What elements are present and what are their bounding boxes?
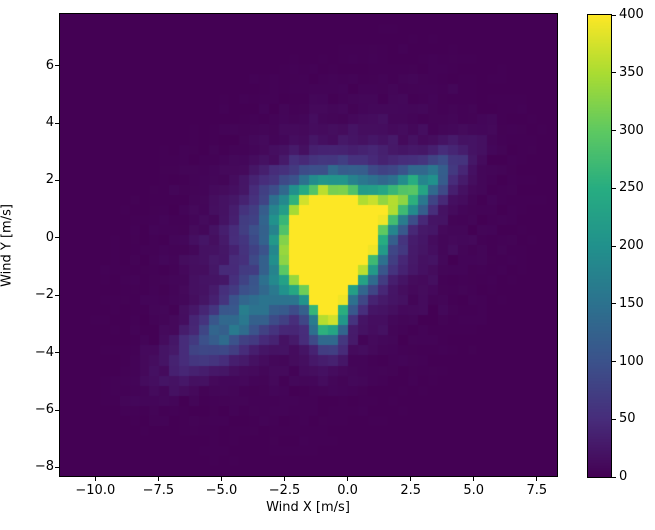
colorbar-tick-label: 350 <box>619 64 644 80</box>
colorbar-tick-mark <box>612 14 616 16</box>
y-tick-label: −4 <box>34 344 54 360</box>
y-tick-mark <box>55 237 59 239</box>
x-tick-label: 5.0 <box>463 483 485 498</box>
x-tick-mark <box>284 477 286 481</box>
y-tick-label: 4 <box>45 115 54 131</box>
colorbar-tick-mark <box>612 476 616 478</box>
x-tick-label: −7.5 <box>142 483 175 498</box>
y-tick-label: −2 <box>34 287 54 303</box>
x-tick-label: 7.5 <box>526 483 548 498</box>
y-tick-mark <box>55 466 59 468</box>
colorbar-tick-mark <box>612 303 616 305</box>
y-axis-label: Wind Y [m/s] <box>0 204 15 287</box>
colorbar-tick-label: 50 <box>619 411 636 427</box>
colorbar-tick-label: 300 <box>619 122 644 138</box>
y-tick-label: 0 <box>45 229 54 245</box>
colorbar-tick-label: 0 <box>619 469 628 484</box>
wind-histogram-heatmap <box>60 14 557 476</box>
x-tick-label: 0.0 <box>337 483 358 498</box>
colorbar-tick-mark <box>612 361 616 362</box>
y-tick-mark <box>55 65 59 67</box>
y-tick-mark <box>55 352 59 354</box>
colorbar-tick-mark <box>612 418 616 420</box>
y-tick-label: 6 <box>45 57 54 73</box>
colorbar-tick-mark <box>612 72 616 74</box>
colorbar-tick-mark <box>612 187 616 189</box>
colorbar-tick-label: 400 <box>619 7 644 22</box>
colorbar-frame <box>587 14 612 478</box>
x-tick-mark <box>157 477 159 481</box>
colorbar-tick-mark <box>612 245 616 247</box>
colorbar-tick-label: 150 <box>619 295 644 311</box>
x-tick-label: −2.5 <box>268 483 301 498</box>
x-tick-label: 2.5 <box>400 483 422 498</box>
y-tick-mark <box>55 409 59 411</box>
x-axis-label: Wind X [m/s] <box>266 500 350 515</box>
y-tick-mark <box>55 122 59 124</box>
y-tick-mark <box>55 179 59 181</box>
y-tick-mark <box>55 294 59 296</box>
y-tick-label: 2 <box>45 172 54 188</box>
x-tick-mark <box>410 477 412 481</box>
x-tick-mark <box>536 477 538 481</box>
colorbar-tick-label: 200 <box>619 238 644 253</box>
colorbar-gradient <box>588 15 611 477</box>
colorbar-tick-mark <box>612 130 616 131</box>
x-tick-mark <box>220 477 222 481</box>
x-tick-mark <box>473 477 475 481</box>
colorbar-tick-label: 100 <box>619 353 644 369</box>
y-tick-label: −8 <box>34 459 54 475</box>
colorbar-tick-label: 250 <box>619 180 644 196</box>
y-tick-label: −6 <box>34 402 54 417</box>
x-tick-label: −10.0 <box>75 483 116 498</box>
x-tick-mark <box>347 477 349 481</box>
x-tick-label: −5.0 <box>205 483 238 498</box>
x-tick-mark <box>94 477 96 481</box>
plot-axes-frame <box>59 13 558 477</box>
